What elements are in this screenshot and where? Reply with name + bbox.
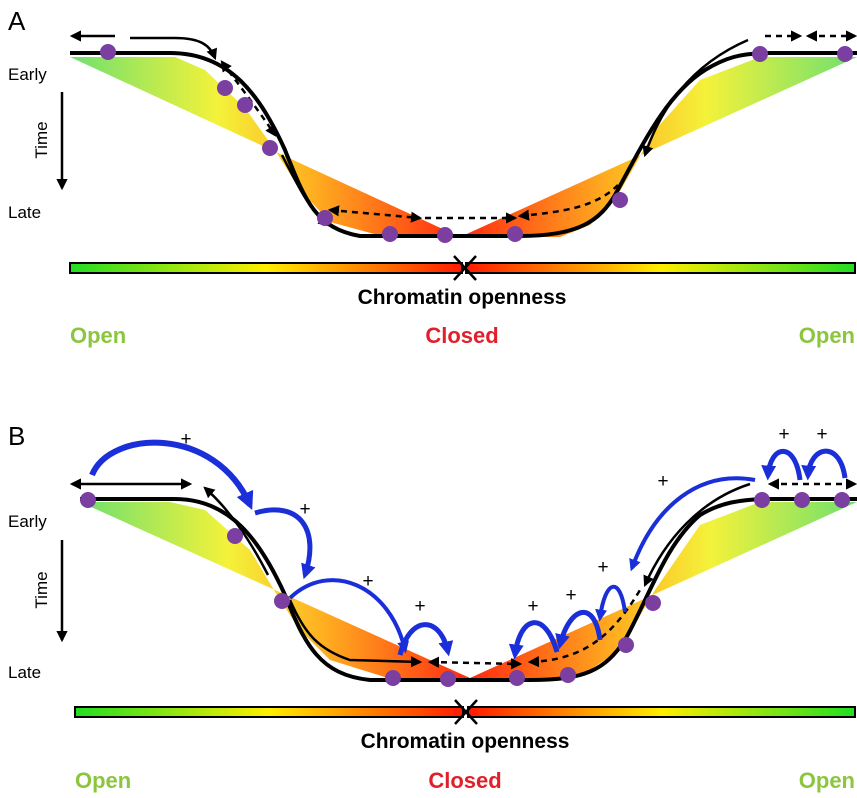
time-label: Time bbox=[32, 571, 51, 608]
late-label: Late bbox=[8, 203, 41, 222]
right-state-label: Open bbox=[799, 323, 855, 348]
nucleosome bbox=[834, 492, 850, 508]
positive-feedback-arrow bbox=[288, 578, 409, 654]
plus-sign: + bbox=[180, 429, 191, 450]
chromatin-openness-bar bbox=[74, 699, 856, 725]
nucleosome bbox=[560, 667, 576, 683]
nucleosome bbox=[794, 492, 810, 508]
positive-feedback-arrow bbox=[629, 476, 756, 572]
left-state-label: Open bbox=[75, 768, 131, 793]
center-state-label: Closed bbox=[425, 323, 498, 348]
bar-title: Chromatin openness bbox=[358, 286, 567, 309]
movement-arrow bbox=[643, 482, 751, 588]
late-label: Late bbox=[8, 663, 41, 682]
dashed-movement-arrow bbox=[427, 656, 523, 670]
nucleosome bbox=[752, 46, 768, 62]
nucleosome bbox=[837, 46, 853, 62]
nucleosome bbox=[509, 670, 525, 686]
bar-title: Chromatin openness bbox=[361, 730, 570, 753]
nucleosome bbox=[612, 192, 628, 208]
nucleosome bbox=[618, 637, 634, 653]
plus-sign: + bbox=[816, 424, 827, 445]
panel-letter: B bbox=[8, 421, 25, 451]
left-openness-wedge bbox=[80, 502, 470, 678]
panel-letter: A bbox=[8, 6, 26, 36]
plus-sign: + bbox=[299, 499, 310, 520]
panel-b: B Early Time Late + + + + + + + bbox=[8, 421, 857, 793]
nucleosome bbox=[227, 528, 243, 544]
movement-arrow bbox=[642, 38, 749, 158]
chromatin-openness-bar bbox=[69, 255, 856, 281]
nucleosome bbox=[437, 227, 453, 243]
positive-feedback-arrow bbox=[595, 584, 627, 622]
nucleosome bbox=[382, 226, 398, 242]
plus-sign: + bbox=[362, 571, 373, 592]
positive-feedback-arrow bbox=[761, 448, 803, 481]
nucleosome bbox=[237, 97, 253, 113]
movement-arrow bbox=[203, 486, 270, 576]
plus-sign: + bbox=[527, 596, 538, 617]
nucleosome bbox=[317, 210, 333, 226]
nucleosome bbox=[217, 80, 233, 96]
nucleosome bbox=[274, 593, 290, 609]
nucleosome bbox=[262, 140, 278, 156]
positive-feedback-arrow bbox=[254, 507, 316, 580]
nucleosome bbox=[754, 492, 770, 508]
positive-feedback-arrow bbox=[89, 439, 254, 510]
left-state-label: Open bbox=[70, 323, 126, 348]
nucleosome bbox=[100, 44, 116, 60]
dashed-movement-arrow bbox=[527, 589, 642, 668]
plus-sign: + bbox=[778, 424, 789, 445]
time-label: Time bbox=[32, 121, 51, 158]
nucleosome bbox=[507, 226, 523, 242]
dashed-movement-arrow bbox=[517, 184, 619, 221]
dashed-movement-arrow bbox=[327, 205, 423, 223]
positive-feedback-arrow bbox=[397, 622, 454, 657]
early-label: Early bbox=[8, 512, 47, 531]
nucleosome bbox=[80, 492, 96, 508]
right-openness-wedge bbox=[460, 57, 857, 237]
right-state-label: Open bbox=[799, 768, 855, 793]
dashed-movement-arrow bbox=[220, 60, 277, 137]
plus-sign: + bbox=[657, 471, 668, 492]
nucleosome bbox=[385, 670, 401, 686]
movement-arrow bbox=[288, 599, 423, 668]
early-label: Early bbox=[8, 65, 47, 84]
right-openness-wedge bbox=[470, 502, 857, 678]
positive-feedback-arrow bbox=[555, 609, 603, 650]
nucleosome bbox=[645, 595, 661, 611]
center-state-label: Closed bbox=[428, 768, 501, 793]
positive-feedback-arrow bbox=[508, 620, 560, 660]
positive-feedback-arrow bbox=[801, 448, 848, 481]
plus-sign: + bbox=[597, 557, 608, 578]
plus-sign: + bbox=[414, 596, 425, 617]
nucleosome bbox=[440, 671, 456, 687]
plus-sign: + bbox=[565, 585, 576, 606]
movement-arrow bbox=[130, 36, 218, 61]
panel-a: A Early Time Late bbox=[8, 6, 857, 348]
